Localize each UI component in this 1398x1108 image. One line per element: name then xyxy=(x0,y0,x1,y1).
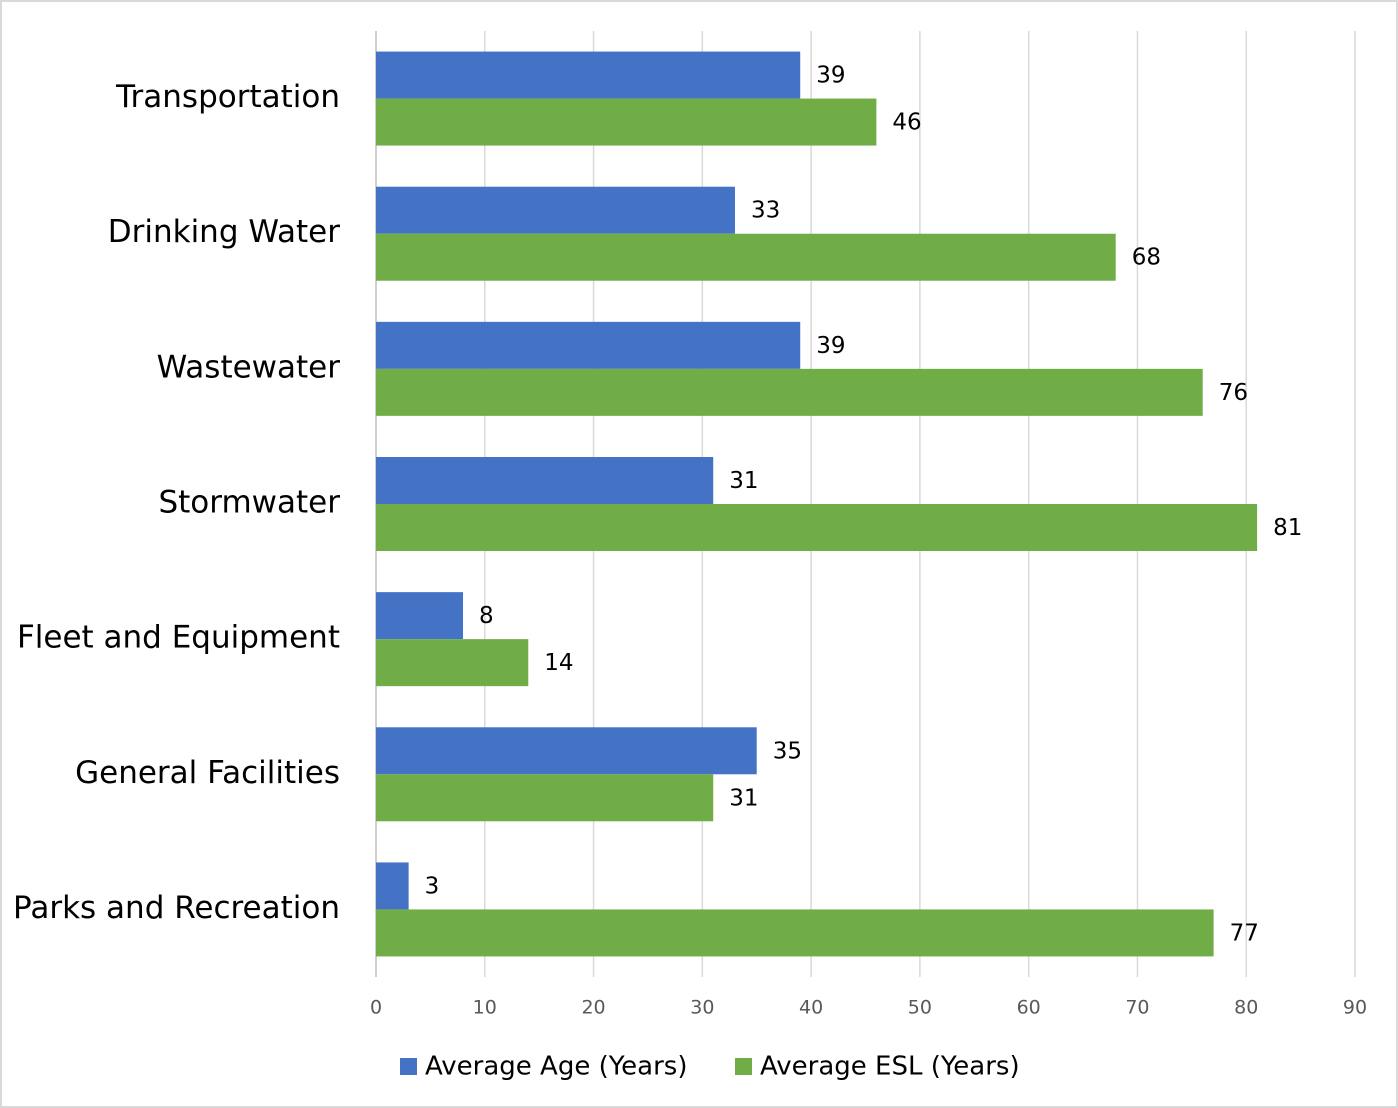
x-tick-label: 90 xyxy=(1343,997,1367,1019)
data-label: 39 xyxy=(816,333,845,359)
data-label: 33 xyxy=(751,198,780,224)
data-label: 68 xyxy=(1132,245,1161,271)
bar xyxy=(376,368,1203,416)
bar xyxy=(376,504,1258,551)
bar xyxy=(376,862,409,910)
y-tick-label: Transportation xyxy=(115,79,340,115)
bar xyxy=(376,186,735,234)
y-tick-label: Wastewater xyxy=(157,349,341,385)
legend-swatch xyxy=(735,1058,752,1075)
data-label: 31 xyxy=(729,785,758,811)
x-tick-label: 80 xyxy=(1234,997,1258,1019)
bar xyxy=(376,909,1214,957)
y-tick-label: Drinking Water xyxy=(108,214,341,250)
x-tick-label: 0 xyxy=(370,997,382,1019)
data-label: 46 xyxy=(892,110,921,136)
y-tick-label: General Facilities xyxy=(75,755,340,791)
data-label: 8 xyxy=(479,603,494,629)
x-tick-label: 40 xyxy=(799,997,823,1019)
x-tick-label: 50 xyxy=(908,997,932,1019)
x-tick-label: 60 xyxy=(1017,997,1041,1019)
y-tick-label: Fleet and Equipment xyxy=(17,620,340,656)
x-tick-label: 70 xyxy=(1125,997,1149,1019)
y-tick-label: Parks and Recreation xyxy=(13,890,340,926)
bar xyxy=(376,233,1116,281)
bar xyxy=(376,321,801,369)
data-label: 77 xyxy=(1230,920,1259,946)
legend-swatch xyxy=(400,1058,417,1075)
bar xyxy=(376,457,714,504)
bar xyxy=(376,51,801,99)
y-tick-label: Stormwater xyxy=(158,485,340,521)
data-label: 31 xyxy=(729,468,758,494)
x-tick-label: 30 xyxy=(690,997,714,1019)
data-label: 35 xyxy=(773,738,802,764)
x-tick-label: 10 xyxy=(473,997,497,1019)
data-label: 3 xyxy=(425,873,440,899)
data-label: 39 xyxy=(816,63,845,89)
legend-label: Average Age (Years) xyxy=(425,1052,687,1082)
x-tick-label: 20 xyxy=(581,997,605,1019)
bar xyxy=(376,592,464,640)
data-label: 14 xyxy=(544,650,573,676)
bar xyxy=(376,98,877,146)
bar xyxy=(376,639,529,687)
data-label: 76 xyxy=(1219,380,1248,406)
bar xyxy=(376,727,757,775)
bar xyxy=(376,774,714,822)
legend-label: Average ESL (Years) xyxy=(760,1052,1020,1082)
data-label: 81 xyxy=(1273,515,1302,541)
